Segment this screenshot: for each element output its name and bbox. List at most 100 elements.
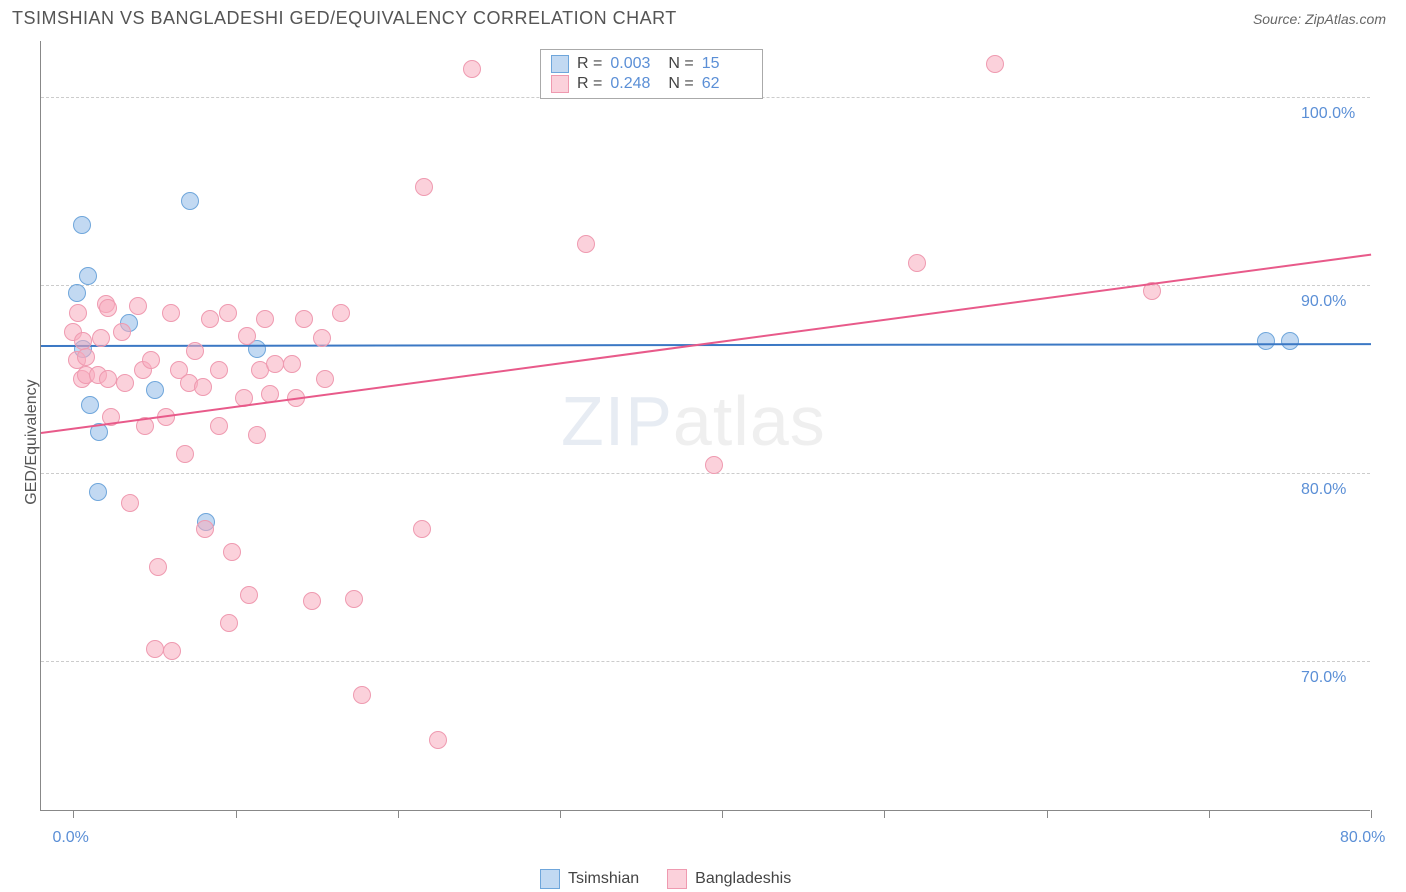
gridline: [41, 661, 1370, 662]
data-point: [149, 558, 167, 576]
header-bar: TSIMSHIAN VS BANGLADESHI GED/EQUIVALENCY…: [0, 0, 1406, 33]
watermark-atlas: atlas: [673, 382, 826, 460]
data-point: [429, 731, 447, 749]
chart-title: TSIMSHIAN VS BANGLADESHI GED/EQUIVALENCY…: [12, 8, 677, 29]
data-point: [986, 55, 1004, 73]
data-point: [240, 586, 258, 604]
data-point: [99, 299, 117, 317]
data-point: [69, 304, 87, 322]
r-label: R =: [577, 55, 602, 73]
legend-swatch: [551, 55, 569, 73]
x-tick: [560, 810, 561, 818]
y-tick-label: 70.0%: [1301, 669, 1346, 687]
data-point: [313, 329, 331, 347]
legend-item: Bangladeshis: [667, 869, 791, 889]
data-point: [116, 374, 134, 392]
x-tick: [1209, 810, 1210, 818]
stats-row: R = 0.003 N = 15: [551, 54, 752, 74]
x-tick: [1371, 810, 1372, 818]
data-point: [463, 60, 481, 78]
data-point: [353, 686, 371, 704]
n-label: N =: [668, 55, 693, 73]
data-point: [238, 327, 256, 345]
legend-swatch: [540, 869, 560, 889]
data-point: [223, 543, 241, 561]
data-point: [194, 378, 212, 396]
data-point: [77, 348, 95, 366]
legend-label: Bangladeshis: [695, 870, 791, 888]
data-point: [210, 417, 228, 435]
gridline: [41, 473, 1370, 474]
data-point: [162, 304, 180, 322]
data-point: [705, 456, 723, 474]
data-point: [908, 254, 926, 272]
legend-swatch: [667, 869, 687, 889]
data-point: [1281, 332, 1299, 350]
legend-label: Tsimshian: [568, 870, 639, 888]
data-point: [186, 342, 204, 360]
data-point: [201, 310, 219, 328]
source-label: Source: ZipAtlas.com: [1253, 11, 1386, 27]
r-value: 0.003: [610, 55, 660, 73]
x-tick-label-right: 80.0%: [1340, 829, 1385, 847]
x-tick: [1047, 810, 1048, 818]
plot-area: ZIPatlas 70.0% 80.0% 90.0% 100.0%: [40, 41, 1370, 811]
data-point: [146, 640, 164, 658]
data-point: [113, 323, 131, 341]
legend-swatch: [551, 75, 569, 93]
data-point: [248, 426, 266, 444]
data-point: [196, 520, 214, 538]
data-point: [142, 351, 160, 369]
x-tick: [722, 810, 723, 818]
data-point: [210, 361, 228, 379]
data-point: [577, 235, 595, 253]
y-axis-title: GED/Equivalency: [23, 362, 41, 522]
watermark: ZIPatlas: [561, 381, 826, 461]
data-point: [283, 355, 301, 373]
y-tick-label: 90.0%: [1301, 293, 1346, 311]
data-point: [92, 329, 110, 347]
data-point: [163, 642, 181, 660]
data-point: [181, 192, 199, 210]
stats-legend: R = 0.003 N = 15 R = 0.248 N = 62: [540, 49, 763, 99]
x-tick: [884, 810, 885, 818]
legend-item: Tsimshian: [540, 869, 639, 889]
data-point: [129, 297, 147, 315]
data-point: [81, 396, 99, 414]
chart-container: ZIPatlas 70.0% 80.0% 90.0% 100.0% GED/Equiv…: [0, 33, 1406, 863]
data-point: [413, 520, 431, 538]
data-point: [121, 494, 139, 512]
r-label: R =: [577, 75, 602, 93]
data-point: [176, 445, 194, 463]
y-tick-label: 80.0%: [1301, 481, 1346, 499]
data-point: [79, 267, 97, 285]
data-point: [220, 614, 238, 632]
data-point: [345, 590, 363, 608]
data-point: [316, 370, 334, 388]
data-point: [266, 355, 284, 373]
data-point: [73, 216, 91, 234]
data-point: [89, 483, 107, 501]
data-point: [256, 310, 274, 328]
data-point: [295, 310, 313, 328]
n-label: N =: [668, 75, 693, 93]
x-tick: [73, 810, 74, 818]
data-point: [146, 381, 164, 399]
data-point: [219, 304, 237, 322]
x-tick-label-left: 0.0%: [52, 829, 88, 847]
data-point: [415, 178, 433, 196]
gridline: [41, 285, 1370, 286]
n-value: 15: [702, 55, 752, 73]
stats-row: R = 0.248 N = 62: [551, 74, 752, 94]
data-point: [303, 592, 321, 610]
x-tick: [236, 810, 237, 818]
x-tick: [398, 810, 399, 818]
data-point: [332, 304, 350, 322]
n-value: 62: [702, 75, 752, 93]
r-value: 0.248: [610, 75, 660, 93]
series-legend: Tsimshian Bangladeshis: [540, 869, 791, 889]
data-point: [99, 370, 117, 388]
data-point: [68, 284, 86, 302]
watermark-zip: ZIP: [561, 382, 673, 460]
y-tick-label: 100.0%: [1301, 105, 1355, 123]
